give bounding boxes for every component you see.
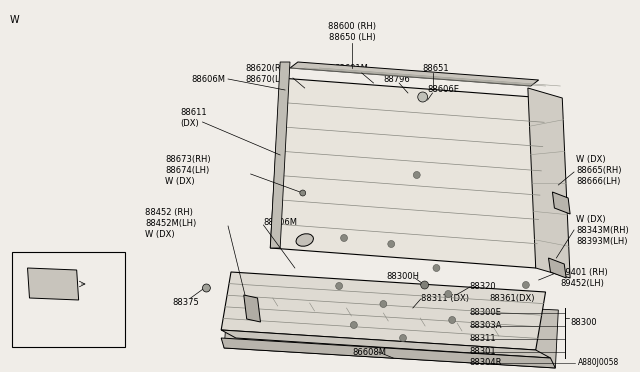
Text: 88666(LH): 88666(LH) — [576, 177, 620, 186]
Text: 88673(RH): 88673(RH) — [165, 155, 211, 164]
Text: 88311: 88311 — [470, 334, 497, 343]
Text: 88320: 88320 — [470, 282, 497, 291]
Ellipse shape — [296, 234, 314, 246]
Text: OP:W (SL): OP:W (SL) — [24, 338, 63, 347]
Text: 88300: 88300 — [570, 318, 596, 327]
Text: W: W — [10, 15, 19, 25]
Polygon shape — [224, 295, 558, 368]
Text: A880J0058: A880J0058 — [578, 358, 620, 367]
Text: W (DX): W (DX) — [576, 155, 605, 164]
Text: 86400N: 86400N — [90, 281, 120, 290]
Text: (DX): (DX) — [180, 119, 198, 128]
Polygon shape — [221, 338, 556, 368]
Text: 88452M(LH): 88452M(LH) — [145, 219, 196, 228]
Text: 89401 (RH): 89401 (RH) — [560, 268, 608, 277]
Text: 88301: 88301 — [470, 347, 497, 356]
Text: 88611: 88611 — [180, 108, 207, 117]
Text: 88375: 88375 — [172, 298, 199, 307]
Polygon shape — [221, 272, 545, 350]
Polygon shape — [548, 258, 566, 278]
Polygon shape — [528, 88, 570, 278]
Circle shape — [445, 291, 452, 298]
Text: 88620(RH): 88620(RH) — [246, 64, 291, 73]
Polygon shape — [290, 62, 539, 86]
Circle shape — [202, 284, 211, 292]
Bar — [12, 252, 125, 347]
Polygon shape — [270, 62, 290, 248]
Circle shape — [418, 92, 428, 102]
Text: 88606M: 88606M — [264, 218, 298, 227]
Text: 88670(LH): 88670(LH) — [246, 75, 290, 84]
Text: 88361(DX): 88361(DX) — [490, 294, 535, 303]
Text: 86608M: 86608M — [352, 348, 386, 357]
Circle shape — [522, 282, 529, 289]
Text: 88674(LH): 88674(LH) — [165, 166, 209, 175]
Circle shape — [420, 281, 429, 289]
Polygon shape — [221, 330, 550, 358]
Text: 88601M: 88601M — [334, 64, 368, 73]
Text: 88300E: 88300E — [470, 308, 502, 317]
Polygon shape — [552, 192, 570, 214]
Text: 89452(LH): 89452(LH) — [560, 279, 604, 288]
Polygon shape — [236, 296, 536, 355]
Text: 88343M(RH): 88343M(RH) — [576, 226, 628, 235]
Circle shape — [433, 264, 440, 272]
Text: 88304R: 88304R — [470, 358, 502, 367]
Circle shape — [413, 171, 420, 179]
Circle shape — [351, 321, 357, 328]
Text: 88606E: 88606E — [428, 85, 460, 94]
Circle shape — [340, 234, 348, 241]
Text: 88650 (LH): 88650 (LH) — [328, 33, 375, 42]
Text: 88393M(LH): 88393M(LH) — [576, 237, 627, 246]
Text: 88300H: 88300H — [387, 272, 419, 281]
Circle shape — [449, 317, 456, 324]
Circle shape — [300, 190, 306, 196]
Text: W (DX): W (DX) — [165, 177, 195, 186]
Text: W (DX): W (DX) — [576, 215, 605, 224]
Text: 88665(RH): 88665(RH) — [576, 166, 621, 175]
Text: 88311 (DX): 88311 (DX) — [420, 294, 468, 303]
Polygon shape — [270, 78, 545, 268]
Text: 88796: 88796 — [383, 75, 410, 84]
Text: 88651: 88651 — [422, 64, 449, 73]
Polygon shape — [244, 295, 260, 322]
Text: 88452 (RH): 88452 (RH) — [145, 208, 193, 217]
Polygon shape — [28, 268, 79, 300]
Circle shape — [388, 241, 395, 247]
Text: 88600 (RH): 88600 (RH) — [328, 22, 376, 31]
Circle shape — [399, 334, 406, 341]
Text: 88303A: 88303A — [470, 321, 502, 330]
Text: 88606M: 88606M — [191, 75, 226, 84]
Circle shape — [336, 282, 342, 289]
Circle shape — [380, 301, 387, 308]
Text: W (DX): W (DX) — [145, 230, 175, 239]
